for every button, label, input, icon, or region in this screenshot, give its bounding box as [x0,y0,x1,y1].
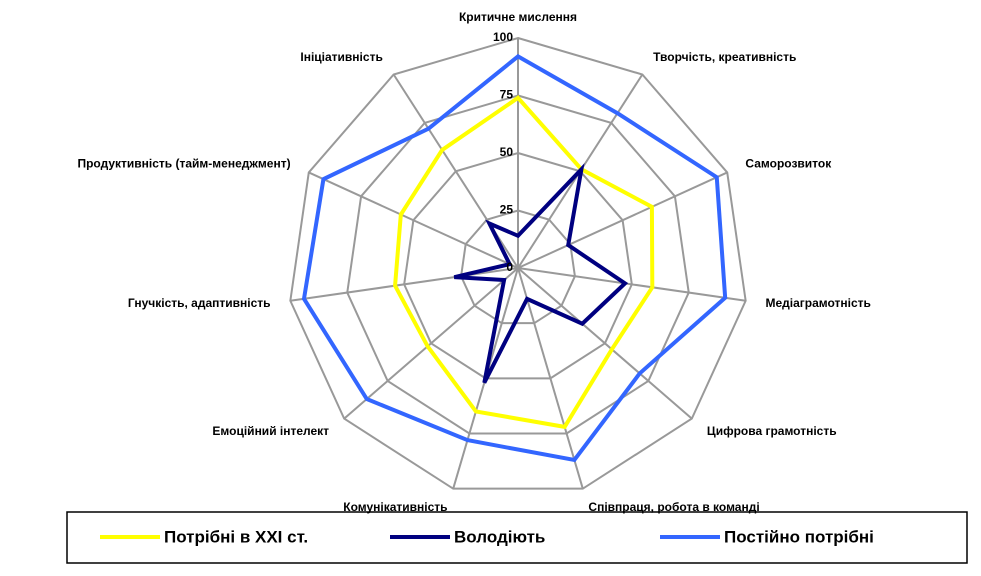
spoke [517,267,746,302]
category-label: Емоційний інтелект [212,424,329,438]
category-label: Критичне мислення [459,10,577,24]
spoke [308,171,519,269]
grid-ring [346,94,690,435]
r-tick-label: 0 [506,260,513,274]
r-tick-label: 25 [500,203,514,217]
category-label: Ініціативність [300,50,382,64]
r-tick-label: 50 [500,145,514,159]
grid-ring [460,209,576,325]
legend-label: Потрібні в XXI ст. [164,527,308,546]
legend: Потрібні в XXI ст. Володіють Постійно потр… [100,527,874,546]
spoke [343,267,519,420]
grid-ring [289,36,747,490]
spoke [517,267,584,489]
category-label: Продуктивність (тайм-менеджмент) [77,156,290,170]
r-tick-label: 75 [500,88,514,102]
category-label: Цифрова грамотність [707,424,837,438]
legend-label: Постійно потрібні [724,527,874,546]
legend-box [66,511,968,564]
category-label: Комунікативність [343,500,447,514]
spoke [517,171,728,269]
category-label: Співпраця, робота в команді [588,500,759,514]
series-line [453,163,629,384]
r-tick-label: 100 [493,30,513,44]
spoke [517,267,693,420]
legend-label: Володіють [454,527,545,546]
category-label: Медіаграмотність [765,296,870,310]
series-line [393,95,655,430]
category-label: Гнучкість, адаптивність [128,296,271,310]
category-label: Творчість, креативність [653,50,796,64]
spoke [290,267,519,302]
grid-ring [403,151,633,380]
category-label: Саморозвиток [745,156,832,170]
series-line [301,53,728,463]
